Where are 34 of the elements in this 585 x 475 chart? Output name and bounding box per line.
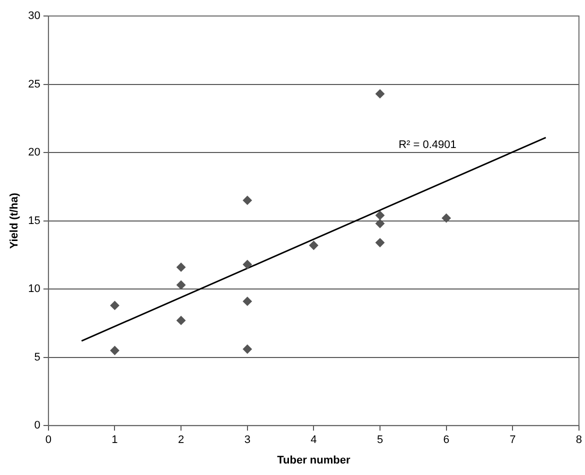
x-tick-label: 4 [310,434,317,446]
point [176,280,186,290]
point [242,260,252,269]
y-tick-label: 0 [34,420,40,432]
point [442,214,451,223]
point [176,262,186,272]
point [376,219,384,228]
point [176,316,186,325]
point [376,238,384,248]
x-tick-label: 7 [510,434,516,446]
point [376,89,384,98]
x-tick-label: 0 [45,434,52,446]
x-tick-label: 2 [178,434,184,446]
point [242,296,252,306]
x-tick-label: 5 [376,434,384,446]
y-tick-label: 5 [34,351,40,364]
y-tick-label: 15 [28,214,40,227]
annotation: R² = 0.4901 [398,139,456,152]
y-tick-label: 20 [28,146,40,159]
y-axis-title: Yield (t/ha) [8,192,21,249]
y-tick-label: 25 [28,78,40,90]
x-tick-label: 6 [443,434,450,446]
point [110,300,120,310]
x-tick-label: 1 [112,434,118,446]
point [110,346,120,356]
point [309,240,318,250]
x-tick-label: 3 [244,434,250,446]
x-axis-title: Tuber number [277,454,351,466]
y-tick-label: 30 [28,10,40,22]
point [242,344,252,354]
x-tick-label: 8 [576,434,582,446]
point [242,196,252,205]
y-tick-label: 10 [28,283,40,296]
point [376,210,384,220]
